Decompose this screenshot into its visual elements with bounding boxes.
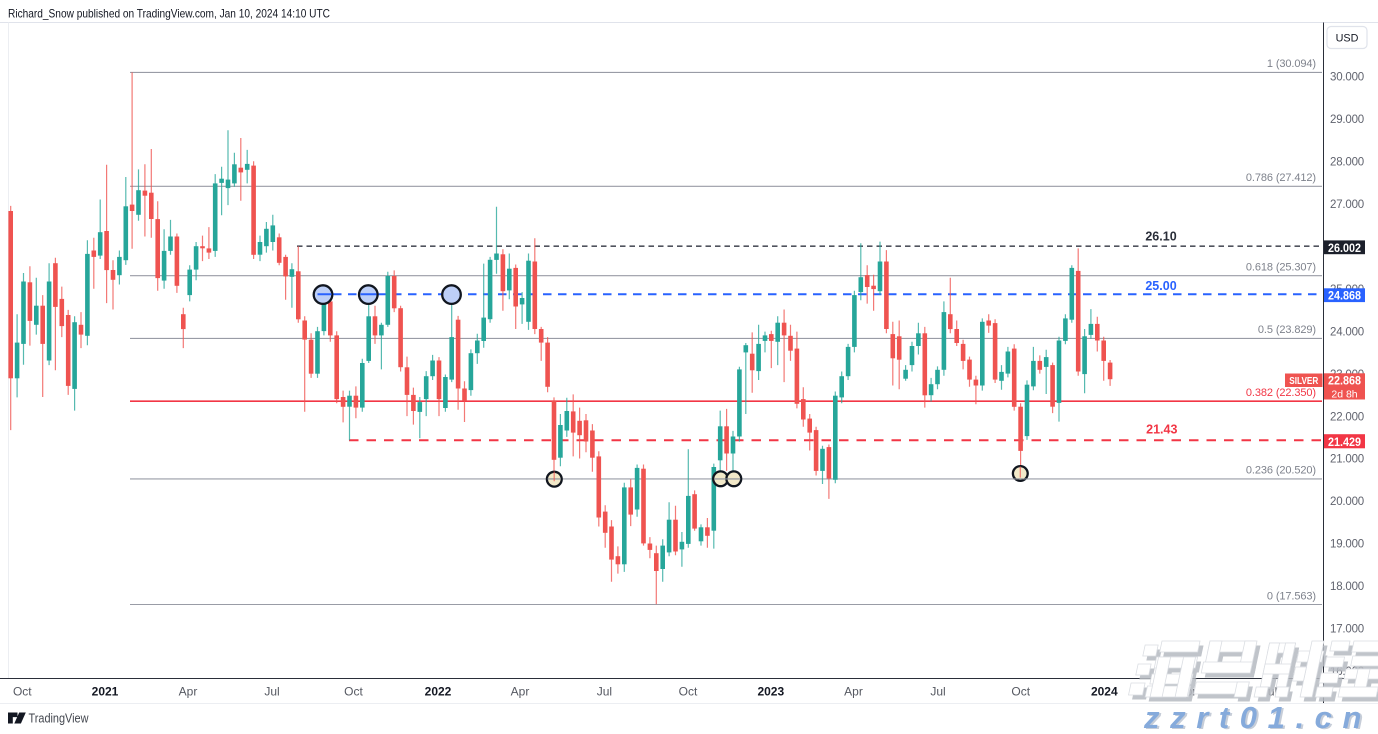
svg-text:0.786 (27.412): 0.786 (27.412) xyxy=(1246,172,1316,184)
svg-text:26.002: 26.002 xyxy=(1328,243,1361,255)
svg-text:24.868: 24.868 xyxy=(1328,291,1362,303)
svg-text:Apr: Apr xyxy=(179,685,198,699)
svg-text:zzrt01.cn: zzrt01.cn xyxy=(1145,701,1374,734)
svg-text:21.43: 21.43 xyxy=(1146,422,1177,436)
svg-text:Oct: Oct xyxy=(679,685,698,699)
svg-text:Oct: Oct xyxy=(13,685,32,699)
svg-text:0.236 (20.520): 0.236 (20.520) xyxy=(1246,465,1316,477)
svg-text:20.000: 20.000 xyxy=(1330,496,1364,508)
svg-text:17.000: 17.000 xyxy=(1330,624,1364,636)
svg-text:0.5 (23.829): 0.5 (23.829) xyxy=(1258,324,1316,336)
svg-text:0.618 (25.307): 0.618 (25.307) xyxy=(1246,262,1316,274)
svg-text:0.382 (22.350): 0.382 (22.350) xyxy=(1246,387,1316,399)
svg-text:Oct: Oct xyxy=(344,685,363,699)
svg-text:21.429: 21.429 xyxy=(1328,437,1361,449)
svg-text:26.10: 26.10 xyxy=(1145,230,1176,244)
svg-text:Jul: Jul xyxy=(597,685,612,699)
svg-text:USD: USD xyxy=(1336,32,1359,44)
svg-text:28.000: 28.000 xyxy=(1330,157,1364,169)
svg-text:Richard_Snow published on Trad: Richard_Snow published on TradingView.co… xyxy=(8,7,330,21)
svg-text:Jul: Jul xyxy=(930,685,945,699)
svg-text:zzrt01.cn: zzrt01.cn xyxy=(1143,700,1372,734)
svg-text:0 (17.563): 0 (17.563) xyxy=(1267,590,1316,602)
svg-text:30.000: 30.000 xyxy=(1330,72,1364,84)
svg-text:Jul: Jul xyxy=(264,685,279,699)
svg-text:29.000: 29.000 xyxy=(1330,114,1364,126)
svg-text:Oct: Oct xyxy=(1011,685,1030,699)
svg-text:2022: 2022 xyxy=(425,685,452,699)
svg-text:22.868: 22.868 xyxy=(1328,375,1362,387)
svg-text:27.000: 27.000 xyxy=(1330,199,1364,211)
svg-text:24.000: 24.000 xyxy=(1330,326,1364,338)
svg-text:2024: 2024 xyxy=(1091,685,1118,699)
svg-text:18.000: 18.000 xyxy=(1330,581,1364,593)
svg-text:Apr: Apr xyxy=(511,685,530,699)
svg-text:2023: 2023 xyxy=(757,685,784,699)
svg-text:SILVER: SILVER xyxy=(1289,376,1319,387)
svg-text:2021: 2021 xyxy=(92,685,119,699)
svg-text:22.000: 22.000 xyxy=(1330,411,1364,423)
svg-text:Apr: Apr xyxy=(844,685,863,699)
svg-text:19.000: 19.000 xyxy=(1330,539,1364,551)
svg-text:25.00: 25.00 xyxy=(1145,279,1176,293)
svg-text:TradingView: TradingView xyxy=(29,710,90,725)
svg-text:1 (30.094): 1 (30.094) xyxy=(1267,58,1316,70)
svg-text:2d 8h: 2d 8h xyxy=(1331,388,1357,400)
svg-text:21.000: 21.000 xyxy=(1330,454,1364,466)
